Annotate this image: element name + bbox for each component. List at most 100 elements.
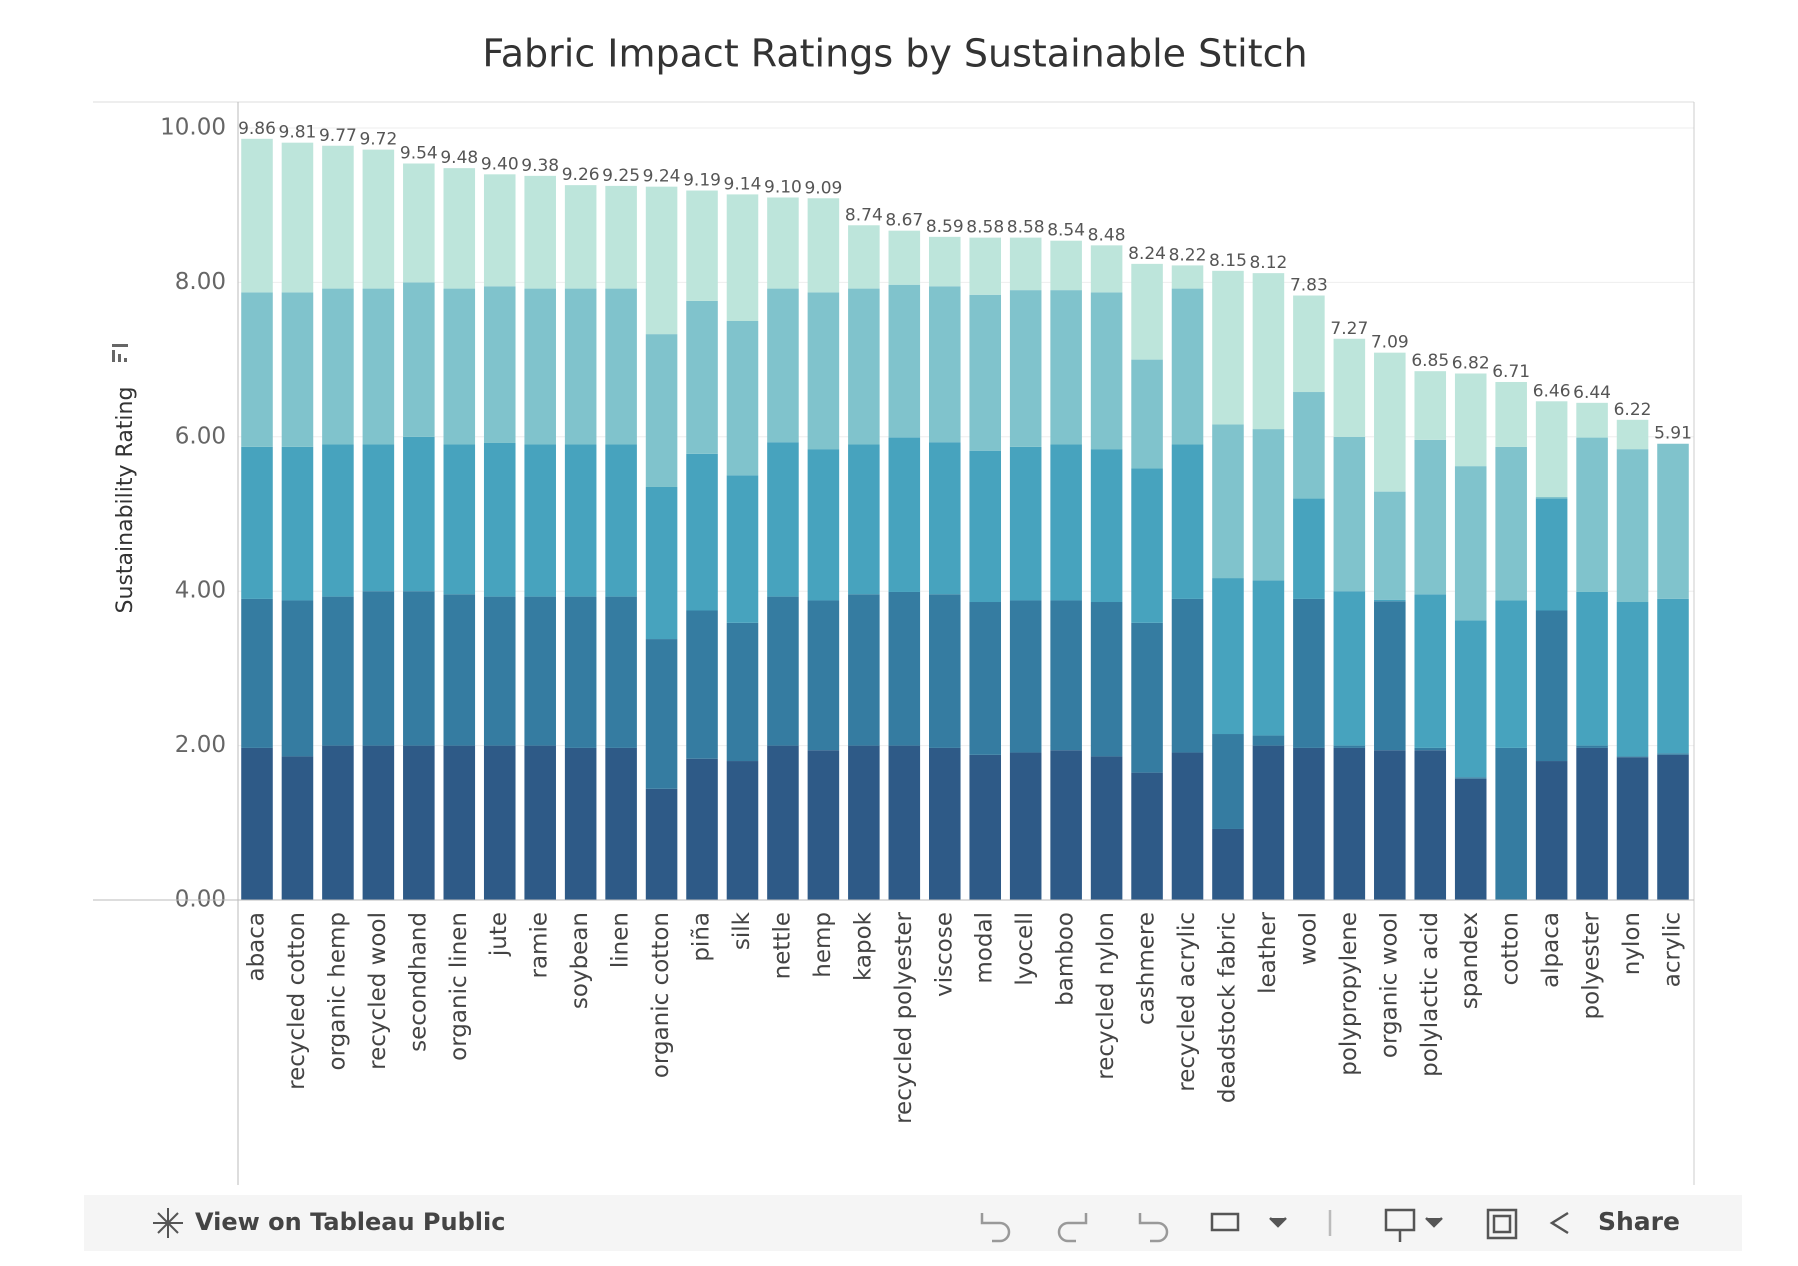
bar-segment xyxy=(1090,292,1123,450)
bar-segment xyxy=(1252,273,1285,430)
x-tick-label: nylon xyxy=(1619,912,1645,975)
bar-segment xyxy=(605,185,637,289)
bar-segment xyxy=(645,186,678,335)
bar-segment xyxy=(1576,745,1608,748)
bar-segment xyxy=(969,450,1002,603)
bar-segment xyxy=(322,288,354,445)
bar-segment xyxy=(1374,601,1406,751)
x-tick-label: recycled polyester xyxy=(891,911,917,1123)
x-tick-label: modal xyxy=(972,912,998,984)
refresh-menu[interactable] xyxy=(1269,1217,1287,1228)
redo-icon[interactable] xyxy=(1057,1213,1088,1243)
refresh-icon[interactable] xyxy=(1210,1212,1240,1232)
total-label: 9.54 xyxy=(400,144,438,164)
total-label: 6.71 xyxy=(1492,362,1530,382)
bar-segment xyxy=(928,594,961,748)
download-menu[interactable] xyxy=(1425,1217,1443,1228)
bar-segment xyxy=(403,436,435,592)
bar-segment xyxy=(1009,600,1042,753)
bar-segment xyxy=(1616,756,1649,758)
bar-segment xyxy=(1252,735,1285,746)
bar-segment xyxy=(1131,772,1163,900)
bar-segment xyxy=(1333,745,1366,748)
bar-segment xyxy=(1535,610,1568,762)
total-label: 6.44 xyxy=(1573,383,1611,403)
bar-segment xyxy=(564,747,597,900)
bar-segment xyxy=(888,284,921,438)
bar-segment xyxy=(1454,373,1487,467)
x-tick-label: ramie xyxy=(527,912,553,979)
total-label: 6.22 xyxy=(1614,400,1652,420)
bar-segment xyxy=(605,288,637,445)
bar-segment xyxy=(686,610,718,759)
bar-segment xyxy=(362,149,395,289)
bar-segment xyxy=(322,145,354,289)
bar-segment xyxy=(241,747,273,900)
bar-segment xyxy=(403,745,435,900)
x-tick-label: alpaca xyxy=(1538,912,1564,988)
bar-segment xyxy=(241,446,273,599)
total-label: 8.58 xyxy=(1007,218,1045,238)
bar-segment xyxy=(1050,444,1082,601)
bar-segment xyxy=(1131,468,1163,623)
bar-segment xyxy=(524,596,556,746)
bar-segment xyxy=(726,622,759,762)
bar-segment xyxy=(1535,498,1568,611)
bar-segment xyxy=(1576,437,1608,592)
view-link[interactable]: View on Tableau Public xyxy=(195,1208,505,1236)
bar-segment xyxy=(928,286,961,443)
bar-segment xyxy=(1212,270,1244,425)
bar-segment xyxy=(1050,750,1082,900)
bar-segment xyxy=(1009,237,1042,291)
bar-segment xyxy=(564,288,597,445)
y-tick-label: 2.00 xyxy=(175,732,226,758)
x-tick-label: recycled nylon xyxy=(1093,912,1119,1080)
bar-segment xyxy=(686,190,718,301)
tableau-icon xyxy=(153,1208,183,1238)
x-tick-label: spandex xyxy=(1457,912,1483,1009)
download-icon[interactable] xyxy=(1384,1208,1416,1242)
bar-segment xyxy=(1333,747,1366,900)
revert-icon[interactable] xyxy=(1138,1213,1169,1243)
sort-icon[interactable] xyxy=(112,344,128,362)
share-icon[interactable] xyxy=(1549,1211,1569,1235)
share-button[interactable]: Share xyxy=(1598,1207,1680,1236)
fullscreen-icon[interactable] xyxy=(1486,1208,1518,1240)
bar-segment xyxy=(1050,600,1082,751)
bar-segment xyxy=(483,745,516,900)
bar-segment xyxy=(969,602,1002,755)
bar-segment xyxy=(807,449,840,601)
bar-segment xyxy=(807,198,840,293)
bar-segment xyxy=(1009,752,1042,900)
bar-segment xyxy=(1616,602,1649,757)
bar-segment xyxy=(767,197,799,289)
x-tick-label: wool xyxy=(1295,912,1321,965)
total-label: 9.86 xyxy=(238,119,276,139)
bar-segment xyxy=(1171,598,1204,753)
bar-segment xyxy=(524,444,556,597)
undo-icon[interactable] xyxy=(980,1213,1011,1243)
bar-segment xyxy=(1535,401,1568,498)
x-tick-label: organic linen xyxy=(446,912,472,1061)
bars: 9.86 abaca 9.81 recycled cotton 9.77 organic … xyxy=(238,119,1692,1124)
chart-title: Fabric Impact Ratings by Sustainable Sti… xyxy=(482,32,1307,76)
x-tick-label: acrylic xyxy=(1660,912,1686,987)
bar-segment xyxy=(807,292,840,450)
bar-segment xyxy=(888,745,921,900)
toolbar-bg xyxy=(84,1195,1742,1251)
total-label: 8.67 xyxy=(885,211,923,231)
x-tick-label: deadstock fabric xyxy=(1214,912,1240,1103)
total-label: 9.10 xyxy=(764,177,802,197)
y-tick-label: 8.00 xyxy=(175,269,226,295)
bar-segment xyxy=(241,138,273,293)
bar-segment xyxy=(1414,371,1447,440)
bar-segment xyxy=(362,444,395,592)
bar-segment xyxy=(848,594,880,746)
bar-segment xyxy=(807,750,840,900)
bar-segment xyxy=(1212,828,1244,900)
x-tick-label: recycled acrylic xyxy=(1174,912,1200,1092)
bar-segment xyxy=(1576,747,1608,900)
bar-segment xyxy=(322,444,354,597)
